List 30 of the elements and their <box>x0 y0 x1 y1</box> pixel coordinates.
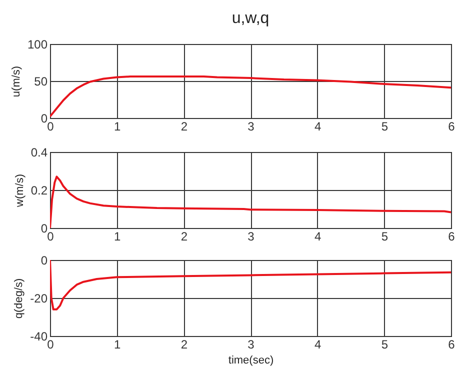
x-tick-label: 1 <box>114 120 121 134</box>
y-tick-label: 0.4 <box>30 146 48 160</box>
x-tick-label: 2 <box>180 120 188 134</box>
y-tick-label: 50 <box>34 74 48 88</box>
y-axis-title: u(m/s) <box>10 66 22 98</box>
y-tick-label: 0.2 <box>30 184 48 198</box>
y-tick-label: 100 <box>27 38 48 52</box>
x-tick-label: 4 <box>314 230 322 244</box>
y-tick-label: -20 <box>30 292 48 306</box>
y-axis-title: w(m/s) <box>14 174 26 208</box>
x-tick-label: 5 <box>381 120 388 134</box>
x-tick-label: 2 <box>180 338 188 352</box>
y-tick-label: -40 <box>30 330 48 344</box>
chart-title: u,w,q <box>232 10 270 27</box>
x-tick-label: 4 <box>314 120 322 134</box>
x-tick-label: 1 <box>114 338 121 352</box>
x-tick-label: 5 <box>381 338 388 352</box>
x-tick-label: 2 <box>180 230 188 244</box>
x-tick-label: 3 <box>248 338 255 352</box>
x-axis-title: time(sec) <box>228 354 274 366</box>
y-tick-label: 0 <box>40 254 48 268</box>
x-tick-label: 5 <box>381 230 388 244</box>
x-tick-label: 3 <box>248 120 255 134</box>
x-tick-label: 1 <box>114 230 121 244</box>
y-axis-title: q(deg/s) <box>13 278 26 319</box>
x-tick-label: 6 <box>448 338 456 352</box>
x-tick-label: 6 <box>448 120 456 134</box>
x-tick-label: 6 <box>448 230 456 244</box>
x-tick-label: 3 <box>248 230 255 244</box>
x-tick-label: 4 <box>314 338 322 352</box>
